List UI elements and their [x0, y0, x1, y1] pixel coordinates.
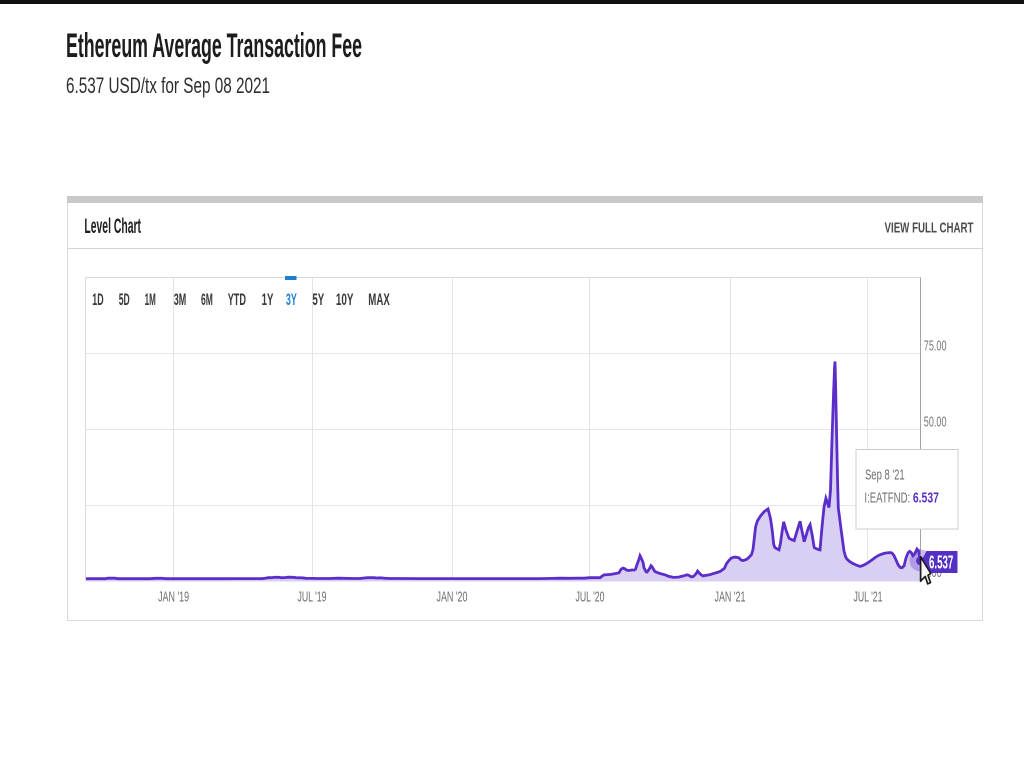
svg-text:50.00: 50.00 — [924, 414, 947, 431]
svg-text:YTD: YTD — [228, 290, 246, 309]
svg-text:1M: 1M — [145, 290, 156, 309]
svg-text:6.537: 6.537 — [929, 551, 953, 572]
svg-text:MAX: MAX — [368, 290, 390, 309]
svg-text:I:EATFND:: I:EATFND: — [864, 490, 910, 507]
svg-text:3M: 3M — [174, 290, 187, 309]
svg-text:Sep 8 '21: Sep 8 '21 — [865, 467, 905, 484]
svg-text:1D: 1D — [92, 290, 103, 309]
svg-text:6.537 USD/tx for Sep 08 2021: 6.537 USD/tx for Sep 08 2021 — [66, 73, 270, 98]
svg-text:6M: 6M — [201, 290, 213, 309]
svg-text:75.00: 75.00 — [924, 338, 947, 355]
svg-text:JUL '20: JUL '20 — [576, 589, 605, 606]
svg-text:JUL '21: JUL '21 — [854, 589, 883, 606]
svg-text:JAN '20: JAN '20 — [437, 589, 468, 606]
svg-text:6.537: 6.537 — [913, 490, 939, 507]
svg-text:Level Chart: Level Chart — [84, 215, 141, 238]
svg-text:5Y: 5Y — [312, 290, 324, 309]
svg-text:JAN '19: JAN '19 — [158, 589, 189, 606]
svg-text:10Y: 10Y — [336, 290, 354, 309]
svg-text:Ethereum Average Transaction F: Ethereum Average Transaction Fee — [66, 27, 362, 65]
svg-text:5D: 5D — [119, 290, 130, 309]
svg-text:JAN '21: JAN '21 — [715, 589, 746, 606]
svg-text:1Y: 1Y — [262, 290, 274, 309]
svg-text:3Y: 3Y — [286, 290, 297, 309]
svg-text:VIEW FULL CHART: VIEW FULL CHART — [885, 219, 974, 236]
svg-text:JUL '19: JUL '19 — [298, 589, 327, 606]
